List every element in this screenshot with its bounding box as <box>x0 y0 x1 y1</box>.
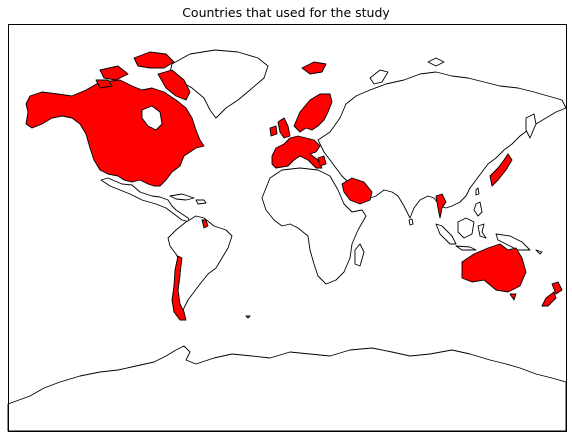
land-philippines <box>473 201 483 217</box>
land-arctic-islands <box>369 69 389 85</box>
land-cuba <box>169 193 195 201</box>
land-madagascar <box>354 243 365 267</box>
country-chile <box>171 255 187 321</box>
land-greenland <box>169 49 269 119</box>
land-java <box>455 245 477 251</box>
country-canada-baffin <box>157 69 191 101</box>
land-kamchatka <box>525 113 537 139</box>
country-australia <box>461 243 527 293</box>
country-new-zealand-south <box>541 291 557 307</box>
map-title: Countries that used for the study <box>182 5 390 20</box>
country-guyana <box>201 219 209 229</box>
country-new-zealand-north <box>551 281 563 295</box>
land-antarctica <box>7 345 567 432</box>
other-land <box>7 49 567 432</box>
land-south-georgia <box>245 315 251 319</box>
country-ireland <box>269 125 278 137</box>
land-borneo <box>457 217 475 239</box>
country-iceland <box>301 61 327 75</box>
land-hispaniola <box>195 199 207 205</box>
country-canada-victoria <box>99 65 129 81</box>
study-countries <box>25 51 563 321</box>
land-africa <box>261 167 367 285</box>
land-solomon-islands <box>535 249 543 255</box>
land-arctic-islands-2 <box>427 57 445 67</box>
country-western-europe <box>271 135 323 169</box>
land-new-guinea <box>495 233 531 251</box>
country-united-kingdom <box>277 117 291 139</box>
country-thailand <box>435 193 447 219</box>
land-taiwan <box>475 187 480 196</box>
hudson-bay <box>141 105 163 131</box>
country-canada-banks <box>95 79 113 89</box>
land-sri-lanka <box>408 218 414 226</box>
country-canada-usa <box>25 79 205 187</box>
land-sumatra <box>435 223 457 245</box>
land-south-america <box>167 215 233 315</box>
country-saudi-arabia <box>341 177 373 205</box>
country-scandinavia <box>293 93 333 133</box>
country-australia-tasmania <box>509 293 517 301</box>
land-eurasia <box>317 71 567 219</box>
land-sulawesi <box>477 223 487 239</box>
country-japan <box>489 153 513 187</box>
map-frame <box>8 24 567 432</box>
country-canada-ellesmere <box>133 51 175 69</box>
land-mexico-central-america <box>100 177 191 223</box>
country-greece <box>317 155 327 167</box>
